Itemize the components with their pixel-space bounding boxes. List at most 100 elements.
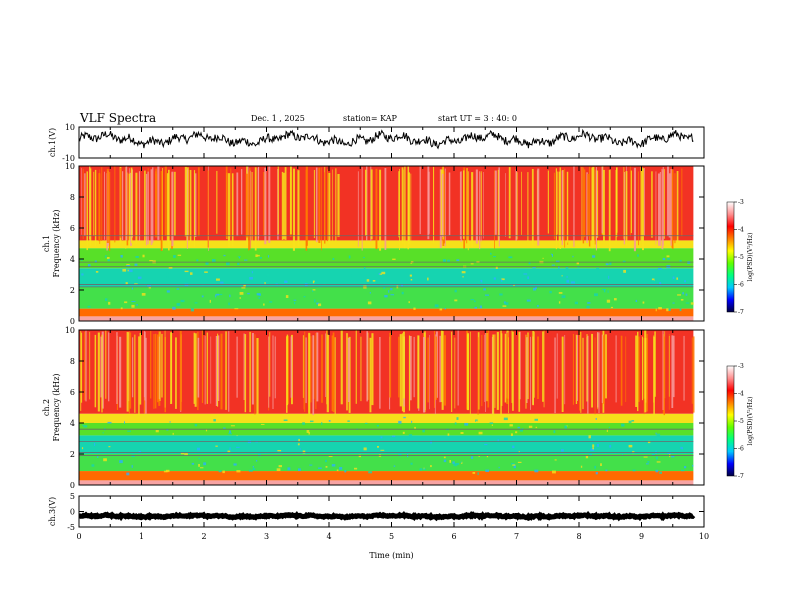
ch2-spectrogram-speck — [651, 452, 655, 455]
ch2-spectrogram-speck — [302, 450, 306, 454]
ch1-spectrogram-speck — [498, 279, 502, 282]
ch2-spectrogram-streak — [530, 336, 531, 410]
ch2-spectrogram-speck — [377, 446, 379, 448]
ch1-spectrogram-speck — [635, 299, 638, 302]
ch1-spectrogram-speck — [398, 280, 401, 283]
ch1-spectrogram-speck — [671, 278, 674, 281]
ch1-spectrogram-speck — [461, 271, 466, 274]
ch1-spectrogram-speck — [566, 279, 570, 283]
ch1-spectrogram-speck — [214, 269, 219, 271]
ch1-spectrogram-speck — [353, 280, 356, 284]
ch2-spectrogram-speck — [609, 445, 612, 448]
ch2-spectrogram-streak — [325, 333, 326, 397]
ch2-spectrogram-speck — [252, 418, 256, 420]
ch2-spectrogram-speck — [622, 425, 624, 427]
ch2-spectrogram-speck — [515, 431, 518, 434]
ch2-spectrogram-speck — [475, 420, 478, 423]
ch1-spectrogram-speck — [166, 272, 169, 274]
ch1-spectrogram-speck — [532, 266, 536, 269]
ch2-spectrogram-speck — [281, 420, 285, 422]
ch1-spectrogram-streak — [236, 172, 239, 237]
ch2-spectrogram-speck — [180, 452, 185, 455]
ch1-spectrogram-streak — [642, 168, 644, 251]
ch2-spectrogram-streak — [108, 332, 110, 402]
ch2-spectrogram-streak — [272, 335, 274, 409]
ch1-spectrogram-speck — [363, 267, 366, 270]
ch2-spectrogram-speck — [298, 468, 301, 471]
ch2-spectrogram-speck — [205, 429, 208, 432]
ch2-spectrogram-speck — [600, 463, 602, 466]
ch2-spectrogram-streak — [556, 333, 558, 399]
ch2-spectrogram-speck — [580, 465, 583, 468]
ch2-spectrogram-streak — [134, 334, 136, 413]
ch1-spectrogram-streak — [268, 166, 271, 243]
ch2-spectrogram-speck — [252, 465, 254, 468]
ch2-spectrogram-speck — [512, 464, 516, 466]
ch2-spectrogram-band-0 — [79, 480, 694, 485]
ch2-spectrogram-streak — [101, 334, 103, 413]
ch2-spectrogram-speck — [591, 437, 596, 440]
ch2-spectrogram-speck — [472, 472, 476, 474]
ch2-spectrogram-speck — [236, 470, 241, 473]
ch2-spectrogram-speck — [621, 454, 624, 456]
ch1-spectrogram-speck — [659, 282, 662, 285]
ch2-spectrogram-streak — [672, 335, 675, 398]
ch1-spectrogram-colorbar — [726, 201, 735, 313]
station-label: station= KAP — [343, 114, 397, 123]
ch1-spectrogram-speck — [474, 300, 476, 303]
ch2-spectrogram-speck — [608, 426, 610, 428]
ch2-spectrogram-speck — [517, 426, 521, 429]
ch2-spectrogram-ytick-label: 2 — [70, 450, 75, 459]
ch1-spectrogram-streak — [557, 171, 559, 235]
ch1-spectrogram-speck — [493, 256, 496, 258]
ch2-spectrogram-streak — [654, 331, 656, 397]
ch2-spectrogram-speck — [460, 432, 464, 434]
ch1-spectrogram-streak — [264, 167, 267, 245]
ch1-spectrogram-streak — [207, 170, 209, 248]
ch2-spectrogram-speck — [366, 449, 370, 451]
ch2-spectrogram-speck — [568, 436, 571, 439]
ch2-spectrogram-speck — [552, 470, 556, 474]
ch1-spectrogram-streak — [164, 166, 167, 236]
ch1-spectrogram-speck — [477, 281, 481, 284]
ch1-spectrogram-speck — [209, 299, 211, 303]
ch2-spectrogram-streak — [561, 336, 564, 412]
ch2-spectrogram-speck — [229, 430, 232, 434]
ch1-spectrogram-ytick-label: 10 — [65, 162, 75, 171]
ch2-spectrogram-streak — [620, 335, 623, 406]
x-tick-label: 2 — [201, 532, 206, 541]
ch2-spectrogram-streak — [100, 336, 102, 398]
ch2-spectrogram-streak — [302, 335, 304, 398]
ch2-spectrogram-band-1 — [79, 471, 694, 481]
ch1-spectrogram-speck — [239, 292, 244, 295]
ch1-spectrogram-speck — [238, 257, 240, 259]
ch2-spectrogram-speck — [592, 444, 595, 447]
ch1-spectrogram-streak — [616, 167, 618, 233]
ch1-spectrogram-speck — [676, 277, 678, 280]
ch2-spectrogram-speck — [483, 435, 486, 438]
ch1-spectrogram-speck — [134, 263, 138, 266]
ch2-spectrogram-speck — [456, 417, 459, 420]
ch1-spectrogram-streak — [399, 169, 400, 250]
ch2-spectrogram-speck — [380, 449, 385, 451]
ch2-spectrogram-speck — [470, 456, 474, 459]
ch1-spectrogram-streak — [335, 168, 337, 243]
ch1-spectrogram-speck — [679, 259, 682, 262]
ch1-spectrogram-streak — [328, 172, 331, 245]
ch1-spectrogram-speck — [655, 308, 657, 312]
ch1-spectrogram-speck — [85, 269, 88, 271]
ch2-spectrogram-speck — [561, 449, 564, 452]
ch1-spectrogram-streak — [407, 172, 410, 245]
ch2-spectrogram-streak — [84, 331, 86, 401]
ch2-spectrogram-streak — [587, 335, 589, 414]
ch1-spectrogram-streak — [138, 171, 141, 241]
ch2-spectrogram-streak — [525, 334, 527, 409]
ch1-spectrogram-speck — [474, 306, 477, 309]
ch1-spectrogram-speck — [576, 262, 579, 265]
ch2-spectrogram-speck — [489, 422, 494, 424]
ch2-spectrogram-streak — [427, 337, 429, 403]
ch2-spectrogram-streak — [144, 331, 146, 401]
ch2-spectrogram-streak — [243, 333, 245, 400]
ch2-spectrogram-speck — [588, 454, 593, 456]
ch1-spectrogram-speck — [168, 267, 173, 269]
